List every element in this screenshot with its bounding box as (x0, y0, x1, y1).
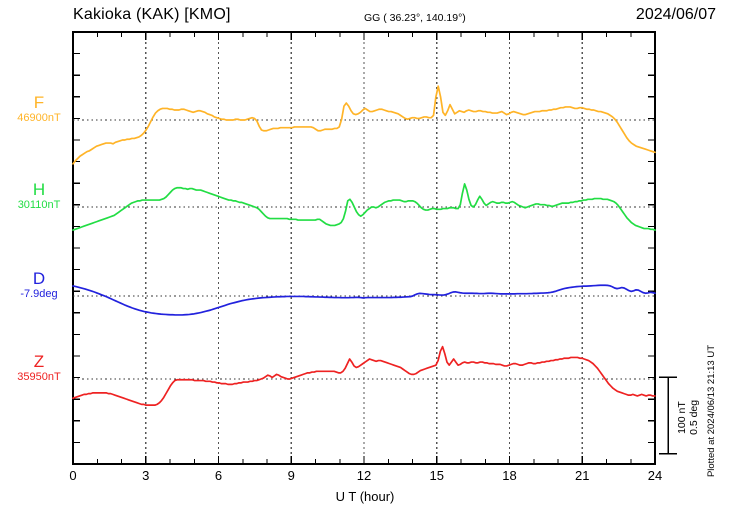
geographic-coordinates: GG ( 36.23°, 140.19°) (364, 12, 466, 24)
x-tick-label: 15 (429, 468, 444, 483)
grid-layer (145, 32, 583, 464)
component-baseline-z: 35950nT (17, 370, 61, 383)
component-baseline-d: -7.9deg (20, 287, 58, 300)
x-tick-label: 18 (502, 468, 517, 483)
x-tick-label: 24 (647, 468, 663, 483)
scale-bar-label: 100 nT 0.5 deg (676, 379, 700, 456)
trace-d (72, 284, 656, 316)
trace-h (72, 183, 656, 231)
scale-nt: 100 nT (676, 401, 688, 434)
x-tick-label: 0 (69, 468, 77, 483)
x-axis-title: U T (hour) (335, 489, 395, 504)
component-baseline-h: 30110nT (17, 198, 61, 211)
component-label-d: D -7.9deg (8, 270, 70, 300)
plotted-timestamp: Plotted at 2024/06/13 21:13 UT (706, 345, 717, 478)
plot-frame (72, 31, 656, 465)
scale-bar (659, 376, 677, 455)
x-tick-label: 6 (214, 468, 223, 483)
component-symbol-d: D (32, 269, 46, 288)
component-symbol-z: Z (33, 352, 45, 371)
trace-f (72, 85, 656, 165)
baseline-layer (73, 119, 655, 380)
observation-date: 2024/06/07 (635, 6, 716, 23)
x-tick-label: 3 (142, 468, 150, 483)
component-baseline-f: 46900nT (17, 111, 61, 124)
component-label-h: H 30110nT (8, 181, 70, 211)
trace-layer (72, 85, 656, 406)
station-title: Kakioka (KAK) [KMO] (73, 6, 231, 23)
x-tick-label: 9 (287, 468, 295, 483)
scale-deg: 0.5 deg (688, 399, 701, 435)
component-symbol-h: H (32, 180, 46, 199)
x-tick-label: 12 (356, 468, 372, 483)
trace-z (72, 345, 656, 406)
component-symbol-f: F (33, 93, 45, 112)
component-label-z: Z 35950nT (8, 353, 70, 383)
component-label-f: F 46900nT (8, 94, 70, 124)
x-tick-label: 21 (575, 468, 590, 483)
